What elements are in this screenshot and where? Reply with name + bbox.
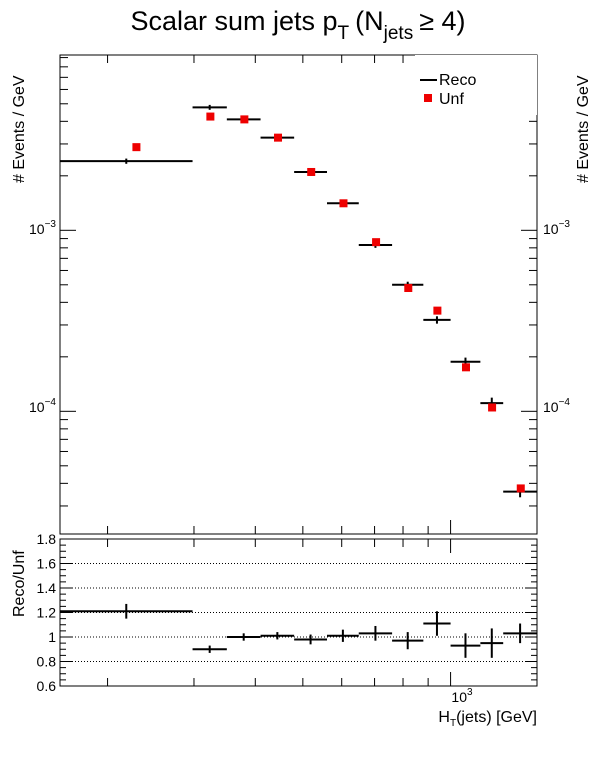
lower-data-layer [60,603,537,658]
lower-axis-ticks [60,538,537,687]
y-axis-title: # Events / GeV [11,75,28,183]
legend-unf-marker [424,94,432,102]
upper-y-tick-labels: 10−3 10−4 10−3 10−4 [29,219,570,415]
ratio-y-tick-label: 0.6 [37,678,57,694]
y-tick-label-1e-3: 10−3 [29,219,56,237]
unf-point [206,112,215,121]
unf-point [488,403,497,412]
unf-point [240,115,249,124]
unf-point [339,199,348,208]
upper-plot-frame [59,54,538,535]
legend-reco-label: Reco [439,72,476,89]
y-tick-label-right-1e-3: 10−3 [543,219,570,237]
legend-box [415,55,537,115]
unf-point [461,363,470,372]
x-axis-title: HT(jets) [GeV] [438,709,537,729]
legend: Reco Unf [415,55,537,115]
legend-unf-label: Unf [439,91,464,108]
y-tick-label-1e-4: 10−4 [29,397,56,415]
unf-point [307,167,316,176]
unf-point [404,284,413,293]
lower-y-tick-labels: 0.6 0.8 1 1.2 1.4 1.6 1.8 [37,531,57,694]
ratio-y-tick-label: 1.8 [37,531,57,547]
ratio-y-tick-label: 1 [48,629,56,645]
lower-panel: 0.6 0.8 1 1.2 1.4 1.6 1.8 Reco/Unf 103 HT(jets… [11,531,538,729]
ratio-y-tick-label: 1.2 [37,605,57,621]
y-axis-title-right: # Events / GeV [575,75,592,183]
y-tick-label-right-1e-4: 10−4 [543,397,570,415]
unf-point [132,143,141,152]
ratio-y-tick-label: 1.6 [37,556,57,572]
chart-title: Scalar sum jets pT (Njets ≥ 4) [130,6,465,44]
upper-data-layer [60,104,537,498]
ratio-y-tick-label: 0.8 [37,654,57,670]
unf-point [372,238,381,247]
ratio-y-axis-title: Reco/Unf [11,550,28,617]
x-tick-label-1e3: 103 [451,687,473,705]
unf-point [516,484,525,493]
upper-axis-ticks [60,55,537,534]
unf-point [274,133,283,142]
ratio-y-tick-label: 1.4 [37,580,57,596]
upper-panel: 10−3 10−4 10−3 10−4 # Events / GeV # Eve… [11,54,592,535]
unf-point [433,306,442,315]
